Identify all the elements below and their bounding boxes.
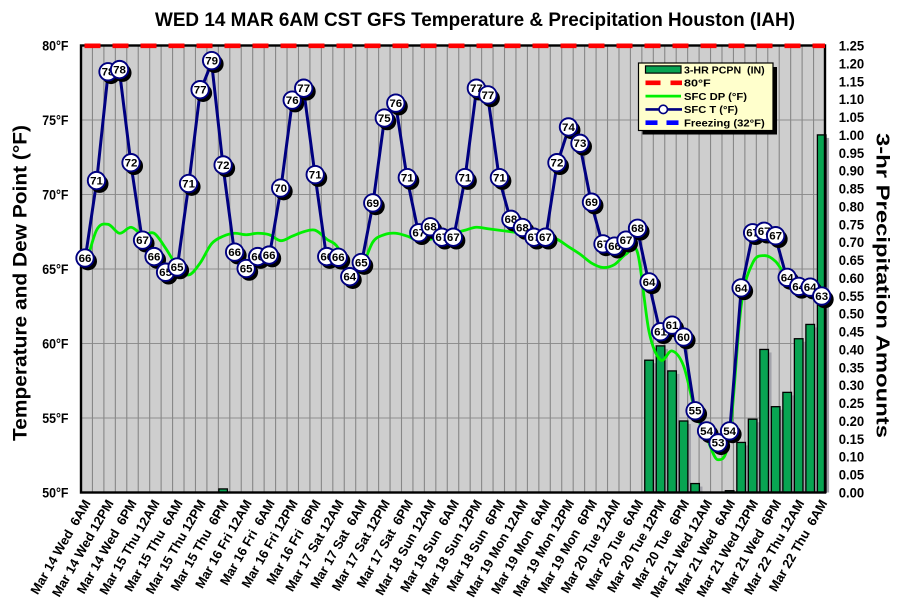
svg-text:77: 77 — [481, 90, 494, 102]
svg-text:64: 64 — [781, 272, 794, 284]
svg-text:0.80: 0.80 — [839, 198, 865, 214]
svg-text:SFC DP (°F): SFC DP (°F) — [684, 91, 747, 103]
svg-text:69: 69 — [585, 197, 598, 209]
svg-text:64: 64 — [643, 277, 656, 289]
svg-text:73: 73 — [574, 138, 587, 150]
svg-text:70°F: 70°F — [42, 187, 69, 203]
svg-text:0.55: 0.55 — [839, 288, 865, 304]
svg-text:66: 66 — [228, 247, 241, 259]
svg-text:0.45: 0.45 — [839, 324, 865, 340]
svg-text:0.65: 0.65 — [839, 252, 865, 268]
svg-text:WED 14 MAR 6AM CST GFS Tempera: WED 14 MAR 6AM CST GFS Temperature & Pre… — [155, 10, 795, 31]
svg-text:0.05: 0.05 — [839, 467, 865, 483]
svg-text:0.75: 0.75 — [839, 216, 865, 232]
svg-text:71: 71 — [309, 170, 322, 182]
svg-text:68: 68 — [516, 222, 529, 234]
svg-text:SFC T (°F): SFC T (°F) — [684, 104, 738, 116]
svg-text:54: 54 — [700, 426, 713, 438]
svg-text:66: 66 — [263, 250, 276, 262]
svg-text:65: 65 — [240, 263, 253, 275]
svg-text:71: 71 — [458, 173, 471, 185]
svg-text:72: 72 — [217, 160, 230, 172]
svg-text:72: 72 — [551, 158, 564, 170]
svg-text:67: 67 — [620, 235, 633, 247]
svg-text:78: 78 — [113, 64, 126, 76]
svg-text:68: 68 — [424, 222, 437, 234]
svg-text:Freezing (32°F): Freezing (32°F) — [684, 118, 765, 130]
svg-text:65: 65 — [171, 262, 184, 274]
svg-text:65°F: 65°F — [42, 261, 69, 277]
svg-text:63: 63 — [815, 291, 828, 303]
svg-text:80°F: 80°F — [684, 78, 711, 90]
svg-text:0.30: 0.30 — [839, 377, 865, 393]
svg-text:1.25: 1.25 — [839, 38, 865, 54]
svg-text:0.35: 0.35 — [839, 359, 865, 375]
svg-text:77: 77 — [297, 83, 310, 95]
svg-text:55°F: 55°F — [42, 410, 69, 426]
svg-text:67: 67 — [769, 231, 782, 243]
svg-text:67: 67 — [136, 235, 149, 247]
svg-text:67: 67 — [447, 232, 460, 244]
svg-text:1.00: 1.00 — [839, 127, 865, 143]
svg-text:60°F: 60°F — [42, 336, 69, 352]
svg-text:69: 69 — [366, 198, 379, 210]
svg-text:64: 64 — [735, 283, 748, 295]
svg-text:Temperature and Dew Point (°F): Temperature and Dew Point (°F) — [11, 125, 32, 441]
svg-text:75°F: 75°F — [42, 112, 69, 128]
svg-text:60: 60 — [677, 332, 690, 344]
svg-text:0.95: 0.95 — [839, 145, 865, 161]
svg-text:71: 71 — [182, 178, 195, 190]
svg-text:1.15: 1.15 — [839, 73, 865, 89]
svg-text:53: 53 — [712, 438, 725, 450]
svg-text:0.15: 0.15 — [839, 431, 865, 447]
svg-text:66: 66 — [79, 253, 92, 265]
svg-text:0.25: 0.25 — [839, 395, 865, 411]
svg-text:79: 79 — [205, 56, 218, 68]
svg-text:71: 71 — [90, 175, 103, 187]
svg-text:71: 71 — [493, 173, 506, 185]
svg-text:0.60: 0.60 — [839, 270, 865, 286]
svg-text:0.50: 0.50 — [839, 306, 865, 322]
svg-text:0.70: 0.70 — [839, 234, 865, 250]
svg-text:65: 65 — [355, 257, 368, 269]
svg-text:1.20: 1.20 — [839, 55, 865, 71]
svg-text:64: 64 — [343, 272, 356, 284]
svg-text:1.05: 1.05 — [839, 109, 865, 125]
svg-text:55: 55 — [689, 406, 702, 418]
svg-text:0.90: 0.90 — [839, 163, 865, 179]
svg-text:0.40: 0.40 — [839, 342, 865, 358]
svg-text:80°F: 80°F — [42, 38, 69, 54]
svg-text:3-hr Precipitation Amounts: 3-hr Precipitation Amounts — [873, 133, 894, 438]
svg-text:66: 66 — [332, 252, 345, 264]
svg-text:66: 66 — [148, 251, 161, 263]
svg-text:77: 77 — [194, 85, 207, 97]
svg-text:1.10: 1.10 — [839, 91, 865, 107]
svg-text:75: 75 — [378, 113, 391, 125]
svg-text:61: 61 — [666, 320, 679, 332]
svg-text:70: 70 — [274, 183, 287, 195]
svg-text:54: 54 — [723, 426, 736, 438]
svg-text:71: 71 — [401, 173, 414, 185]
svg-text:68: 68 — [631, 223, 644, 235]
svg-text:0.20: 0.20 — [839, 413, 865, 429]
svg-text:74: 74 — [562, 122, 575, 134]
svg-text:50°F: 50°F — [42, 485, 69, 501]
svg-text:64: 64 — [804, 282, 817, 294]
svg-text:72: 72 — [125, 158, 138, 170]
svg-text:76: 76 — [286, 95, 299, 107]
svg-text:0.85: 0.85 — [839, 181, 865, 197]
svg-text:3-HR PCPN (IN): 3-HR PCPN (IN) — [684, 64, 765, 76]
svg-text:0.00: 0.00 — [839, 485, 865, 501]
svg-text:67: 67 — [539, 232, 552, 244]
svg-text:76: 76 — [389, 98, 402, 110]
svg-text:0.10: 0.10 — [839, 449, 865, 465]
